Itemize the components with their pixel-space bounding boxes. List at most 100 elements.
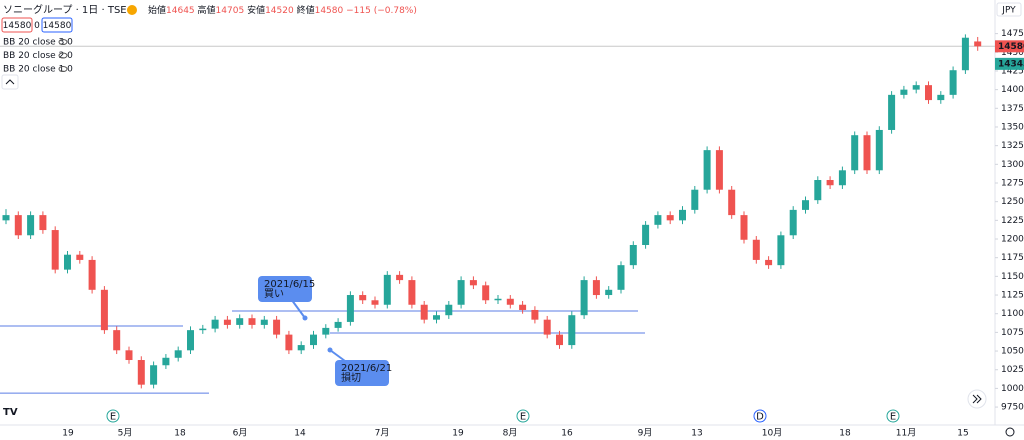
- candle-body: [863, 135, 871, 171]
- annotation-box: [335, 360, 389, 386]
- candle-body: [925, 85, 932, 101]
- annotation-date: 2021/6/15: [264, 279, 315, 290]
- y-tick-label: 14750: [1001, 29, 1024, 39]
- sell-button[interactable]: [1, 17, 33, 33]
- event-label: E: [890, 412, 896, 423]
- candle-body: [642, 224, 650, 245]
- candle-body: [912, 85, 920, 90]
- y-tick-label: 12250: [1001, 216, 1024, 226]
- candle-body: [543, 319, 551, 335]
- candle-body: [961, 37, 969, 71]
- y-tick-label: 10750: [1001, 328, 1024, 338]
- candle-body: [605, 289, 613, 296]
- candle-body: [814, 180, 822, 201]
- status-icon: [127, 5, 137, 15]
- annotation-date: 2021/6/21: [341, 363, 392, 374]
- candle-body: [469, 280, 477, 286]
- x-tick-label: 19: [452, 429, 464, 439]
- candle-body: [592, 280, 600, 296]
- buy-price[interactable]: 14580: [43, 21, 72, 31]
- candle-body: [383, 274, 391, 305]
- event-icon: [753, 409, 767, 423]
- candle-body: [851, 135, 859, 171]
- y-tick-label: 10000: [1001, 384, 1024, 394]
- candle-body: [260, 319, 268, 325]
- candle-body: [888, 94, 896, 130]
- candle-body: [752, 239, 760, 260]
- candle-body: [580, 280, 588, 316]
- candle-body: [617, 265, 625, 290]
- collapse-button[interactable]: [1, 74, 19, 90]
- x-tick-label: 18: [174, 429, 186, 439]
- candle-body: [765, 259, 773, 266]
- indicator-label: BB 20 close 1 0: [3, 65, 73, 75]
- candle-body: [39, 215, 47, 231]
- annotation-text: 買い: [264, 288, 284, 300]
- candle-body: [248, 318, 256, 325]
- event-label: E: [520, 412, 526, 423]
- candle-body: [322, 327, 330, 335]
- candle-body: [445, 304, 453, 316]
- candle-body: [2, 215, 10, 221]
- candle-body: [199, 328, 207, 331]
- candle-body: [137, 360, 145, 385]
- price-tag: [995, 40, 1024, 53]
- candle-body: [654, 215, 662, 225]
- visibility-icon: [58, 39, 68, 45]
- candle-body: [162, 357, 170, 366]
- candle-body: [396, 274, 404, 281]
- candle-body: [51, 230, 59, 270]
- y-tick-label: 13500: [1001, 122, 1024, 132]
- indicator-list: BB 20 close 3 0 BB 20 close 2 0 BB 20 clos…: [3, 38, 73, 75]
- candle-body: [666, 215, 674, 221]
- ohlc-value: 14520: [265, 6, 294, 16]
- x-tick-label: 8月: [503, 428, 518, 439]
- candle-body: [900, 89, 908, 95]
- currency-button[interactable]: [996, 2, 1022, 17]
- candle-body: [187, 330, 194, 351]
- price-tag-label: 14580: [998, 42, 1024, 52]
- y-tick-label: 11000: [1001, 309, 1024, 319]
- sell-price[interactable]: 14580: [3, 21, 32, 31]
- annotation-text: 損切: [341, 371, 361, 384]
- candle-body: [223, 319, 231, 325]
- y-tick-label: 12000: [1001, 235, 1024, 245]
- candle-body: [433, 315, 440, 320]
- candle-body: [531, 309, 539, 320]
- ohlc-value: 14645: [166, 6, 195, 16]
- y-tick-label: 13000: [1001, 160, 1024, 170]
- candle-body: [100, 289, 108, 331]
- y-tick-label: 12750: [1001, 178, 1024, 188]
- candle-body: [506, 298, 514, 305]
- currency[interactable]: JPY: [1001, 6, 1016, 16]
- ohlc-label: 始値: [148, 4, 166, 16]
- candle-body: [76, 254, 84, 260]
- candle-body: [777, 235, 785, 266]
- x-tick-label: 7月: [375, 428, 390, 439]
- y-tick-label: 10500: [1001, 347, 1024, 357]
- candle-body: [838, 170, 846, 186]
- candle-body: [14, 215, 22, 236]
- candle-body: [236, 318, 244, 325]
- candle-body: [273, 319, 281, 335]
- candle-body: [310, 334, 317, 346]
- buy-button[interactable]: [41, 17, 73, 33]
- candle-body: [875, 129, 883, 171]
- candle-body: [125, 350, 133, 361]
- y-tick-label: 14250: [1001, 66, 1024, 76]
- price-tag-label: 14345: [998, 59, 1024, 69]
- collapse-icon: [5, 79, 15, 85]
- candle-body: [826, 180, 834, 186]
- y-tick-label: 13750: [1001, 104, 1024, 114]
- annotation-anchor: [327, 347, 333, 353]
- candle-body: [519, 304, 527, 310]
- ohlc-change: −115 (−0.78%): [346, 6, 417, 16]
- symbol: ソニーグループ · 1日 · TSE: [3, 3, 127, 16]
- settings-icon[interactable]: [1005, 427, 1015, 437]
- event-icon: [886, 409, 900, 423]
- candle-body: [27, 215, 35, 236]
- x-tick-label: 13: [691, 429, 702, 439]
- y-tick-label: 14500: [1001, 48, 1024, 58]
